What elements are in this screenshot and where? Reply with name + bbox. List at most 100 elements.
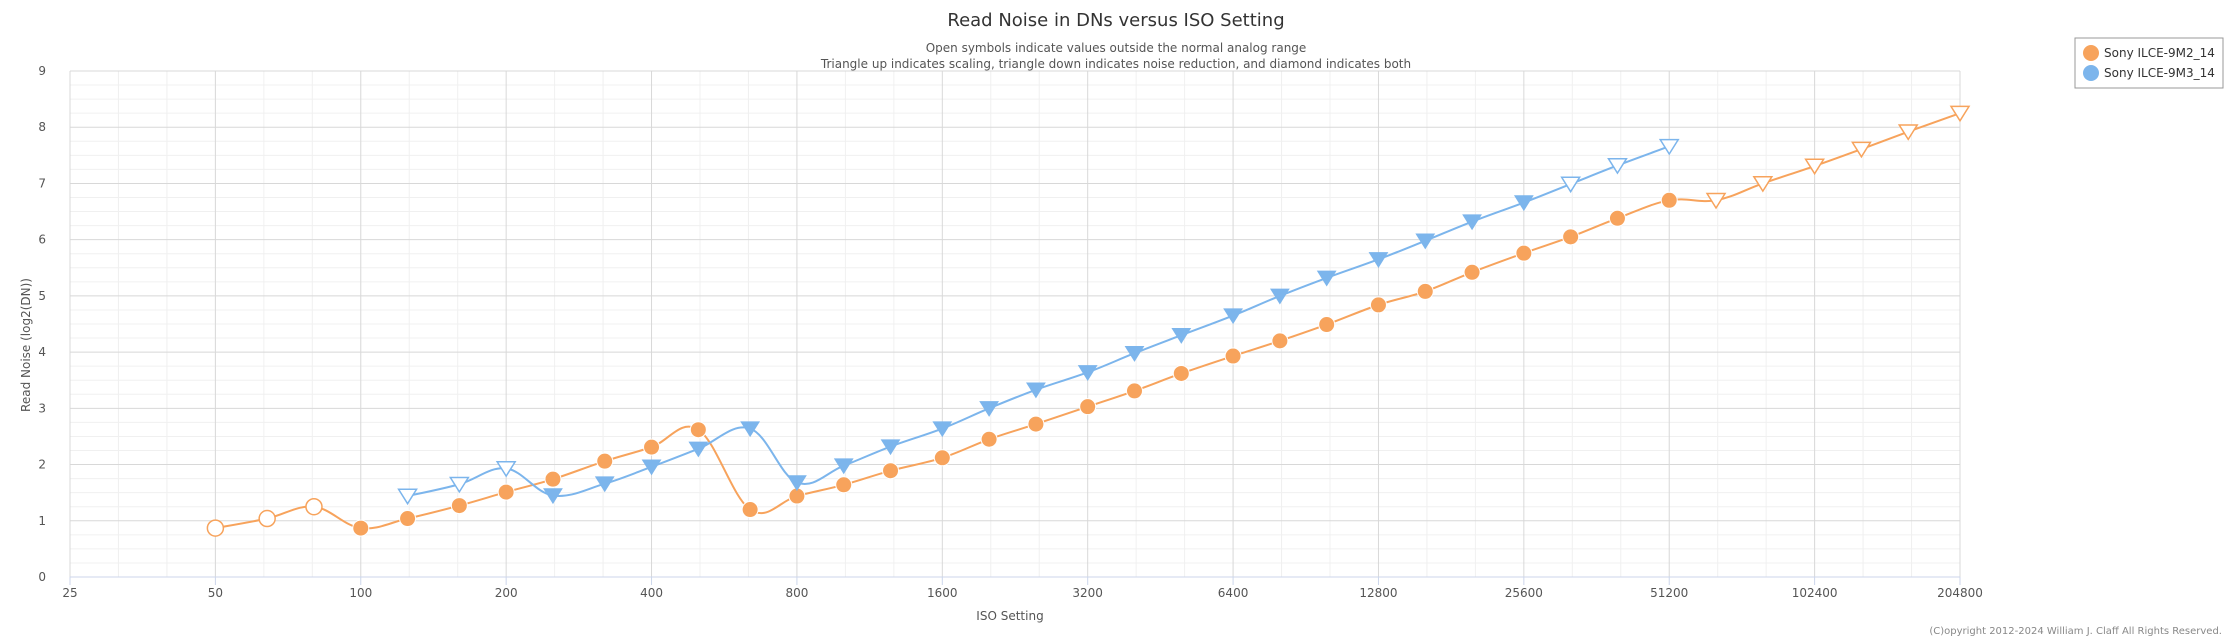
series-1-point[interactable] <box>1463 263 1481 281</box>
legend-marker-series-1[interactable] <box>2083 45 2099 61</box>
series-1-point[interactable] <box>206 519 225 537</box>
x-tick-label: 100 <box>349 586 372 600</box>
series-1-point[interactable] <box>352 519 370 537</box>
series-2-point[interactable] <box>1462 214 1482 231</box>
series-2-point[interactable] <box>740 421 761 438</box>
series-1-point[interactable] <box>1804 158 1825 176</box>
chart-subtitle-line-2: Triangle up indicates scaling, triangle … <box>820 57 1411 71</box>
series-2-point[interactable] <box>833 458 854 475</box>
x-tick-label: 200 <box>495 586 518 600</box>
x-tick-label: 800 <box>785 586 808 600</box>
series-2-point[interactable] <box>1171 327 1192 344</box>
series-2-point[interactable] <box>641 459 662 476</box>
series-1-point[interactable] <box>1752 175 1774 193</box>
series-1-point[interactable] <box>1416 282 1434 300</box>
series-2-point[interactable] <box>543 488 563 505</box>
major-grid <box>69 70 1961 577</box>
series-1-point[interactable] <box>933 449 951 467</box>
series-2-point[interactable] <box>932 421 953 438</box>
series-1-point[interactable] <box>497 483 515 501</box>
x-tick-label: 51200 <box>1650 586 1688 600</box>
x-axis-ticks: 25 50 100 200 400 800 1600 3200 6400 12800 25600 51… <box>62 577 1983 600</box>
series-1-point[interactable] <box>1172 364 1190 382</box>
series-2-point[interactable] <box>979 401 1000 417</box>
series-2-point[interactable] <box>787 475 807 492</box>
series-2-point[interactable] <box>1077 365 1098 381</box>
y-tick-label: 7 <box>38 176 46 190</box>
y-tick-label: 5 <box>38 289 46 303</box>
series-2-point[interactable] <box>1658 138 1680 156</box>
series-1-point[interactable] <box>1271 332 1289 350</box>
y-tick-label: 8 <box>38 120 46 134</box>
y-tick-label: 4 <box>38 345 46 359</box>
legend-label-series-2[interactable]: Sony ILCE-9M3_14 <box>2104 66 2215 80</box>
series-1-point[interactable] <box>1125 382 1143 400</box>
series-1-point[interactable] <box>450 497 468 515</box>
series-1-point[interactable] <box>1705 192 1727 210</box>
series-1-point[interactable] <box>1027 415 1045 433</box>
legend-label-series-1[interactable]: Sony ILCE-9M2_14 <box>2104 46 2215 60</box>
series-1-point[interactable] <box>1949 105 1971 123</box>
legend-marker-series-2[interactable] <box>2083 65 2099 81</box>
y-tick-label: 9 <box>38 64 46 78</box>
x-tick-label: 102400 <box>1792 586 1838 600</box>
series-1-point[interactable] <box>1897 124 1919 141</box>
series-1-point[interactable] <box>1562 228 1580 246</box>
series-1-point[interactable] <box>596 452 614 470</box>
series-2-point[interactable] <box>1223 308 1243 325</box>
series-1-point[interactable] <box>399 510 417 528</box>
series-2-point[interactable] <box>1560 176 1582 194</box>
x-tick-label: 12800 <box>1359 586 1397 600</box>
series-1-point[interactable] <box>1851 141 1872 159</box>
x-tick-label: 400 <box>640 586 663 600</box>
series-2-point[interactable] <box>1513 195 1534 212</box>
legend-box <box>2074 37 2224 89</box>
x-tick-label: 25600 <box>1505 586 1543 600</box>
series-1-point[interactable] <box>1369 296 1387 314</box>
series-2-point[interactable] <box>1269 288 1290 305</box>
y-axis-title: Read Noise (log2(DN)) <box>19 278 33 412</box>
series-1-point[interactable] <box>689 421 707 439</box>
series-1-point[interactable] <box>741 501 759 519</box>
series-2-point[interactable] <box>1368 252 1389 268</box>
series-2-point[interactable] <box>1124 345 1145 362</box>
y-tick-label: 0 <box>38 570 46 584</box>
series-1-point[interactable] <box>1515 244 1533 262</box>
series-2-point[interactable] <box>495 460 517 478</box>
x-tick-label: 3200 <box>1072 586 1103 600</box>
series-2-point[interactable] <box>397 488 418 506</box>
series-2-point[interactable] <box>1607 157 1628 175</box>
series-2-point[interactable] <box>1316 270 1337 287</box>
y-tick-label: 6 <box>38 233 46 247</box>
series-layer <box>206 105 1971 537</box>
series-1-point[interactable] <box>1224 347 1242 365</box>
y-tick-label: 2 <box>38 458 46 472</box>
series-1-point[interactable] <box>835 476 853 494</box>
series-2-point[interactable] <box>1415 233 1436 250</box>
series-1-point[interactable] <box>1608 209 1626 227</box>
x-axis-title: ISO Setting <box>976 609 1043 623</box>
series-2-point[interactable] <box>1026 382 1046 399</box>
y-tick-label: 3 <box>38 401 46 415</box>
series-1-point[interactable] <box>258 509 276 528</box>
series-1-point[interactable] <box>1079 398 1097 416</box>
y-axis-ticks: 0 1 2 3 4 5 6 7 8 9 <box>38 64 46 584</box>
series-1-point[interactable] <box>882 462 900 480</box>
x-tick-label: 25 <box>62 586 77 600</box>
series-1-point[interactable] <box>643 438 661 456</box>
chart-subtitle-line-1: Open symbols indicate values outside the… <box>926 41 1307 55</box>
x-tick-label: 1600 <box>927 586 958 600</box>
series-2-point[interactable] <box>448 476 470 494</box>
series-2-point[interactable] <box>594 476 615 493</box>
x-tick-label: 204800 <box>1937 586 1983 600</box>
x-tick-label: 50 <box>208 586 223 600</box>
series-1-point[interactable] <box>1318 316 1336 334</box>
series-1-point[interactable] <box>1660 191 1678 209</box>
x-tick-label: 6400 <box>1218 586 1249 600</box>
series-2-point[interactable] <box>688 441 709 458</box>
series-1-point[interactable] <box>305 497 323 516</box>
series-1-point[interactable] <box>544 470 562 488</box>
series-2-point[interactable] <box>880 439 901 456</box>
series-1-point[interactable] <box>980 430 998 448</box>
